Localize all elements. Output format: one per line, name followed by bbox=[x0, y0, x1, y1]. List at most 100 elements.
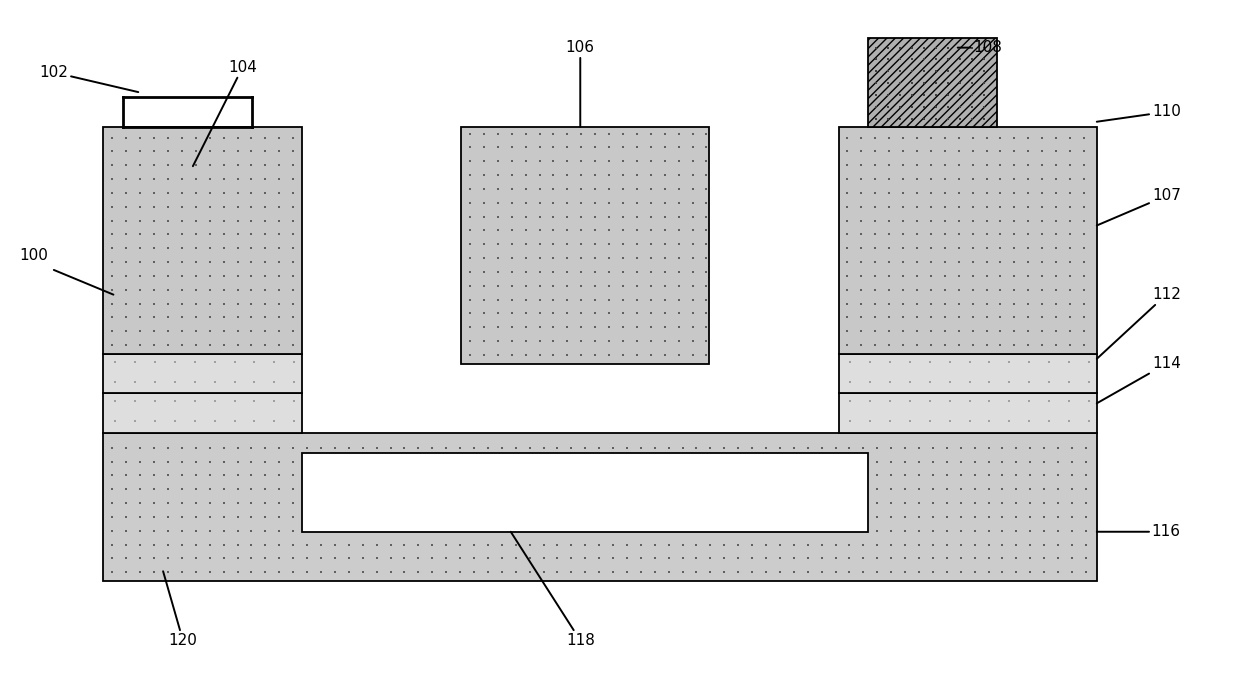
Point bbox=[394, 470, 414, 481]
Point bbox=[728, 567, 748, 578]
Point bbox=[200, 312, 219, 323]
Point bbox=[339, 567, 358, 578]
Point bbox=[117, 539, 136, 550]
Point bbox=[585, 225, 605, 236]
Point bbox=[585, 266, 605, 278]
Point bbox=[117, 187, 136, 198]
Point bbox=[839, 553, 859, 564]
Point bbox=[900, 416, 920, 427]
Point bbox=[668, 253, 688, 264]
Point bbox=[973, 78, 993, 89]
Point bbox=[949, 187, 968, 198]
Point bbox=[103, 132, 123, 143]
Point bbox=[867, 498, 887, 509]
Point bbox=[655, 322, 675, 333]
Point bbox=[655, 335, 675, 346]
Point bbox=[269, 270, 289, 281]
Point bbox=[543, 335, 563, 346]
Point bbox=[866, 146, 885, 157]
Point bbox=[186, 325, 206, 337]
Point bbox=[572, 322, 591, 333]
Point bbox=[890, 66, 910, 77]
Point bbox=[797, 553, 817, 564]
Point bbox=[1039, 376, 1059, 387]
Point bbox=[701, 567, 720, 578]
Point bbox=[890, 90, 910, 101]
Point bbox=[283, 257, 303, 268]
Point bbox=[895, 539, 915, 550]
Point bbox=[1007, 442, 1027, 453]
Point bbox=[269, 567, 289, 578]
Point bbox=[242, 325, 262, 337]
Point bbox=[1007, 470, 1027, 481]
Point bbox=[474, 225, 494, 236]
Point bbox=[1047, 229, 1066, 240]
Point bbox=[991, 187, 1011, 198]
Point bbox=[1048, 539, 1068, 550]
Point bbox=[603, 498, 622, 509]
Point bbox=[255, 498, 275, 509]
Point bbox=[436, 511, 456, 523]
Point bbox=[882, 484, 901, 495]
Point bbox=[200, 470, 219, 481]
Point bbox=[950, 78, 970, 89]
Text: 100: 100 bbox=[20, 248, 48, 262]
Point bbox=[130, 442, 150, 453]
Point bbox=[325, 498, 345, 509]
Point bbox=[172, 470, 192, 481]
Point bbox=[502, 169, 522, 180]
Point bbox=[575, 525, 595, 536]
Point bbox=[655, 280, 675, 291]
Point bbox=[687, 456, 707, 467]
Point bbox=[103, 201, 123, 212]
Point bbox=[978, 484, 998, 495]
Point bbox=[558, 294, 578, 305]
Point bbox=[200, 160, 219, 171]
Point bbox=[575, 470, 595, 481]
Point bbox=[242, 484, 262, 495]
Point bbox=[255, 325, 275, 337]
Point bbox=[159, 511, 179, 523]
Point bbox=[367, 484, 387, 495]
Point bbox=[185, 376, 205, 387]
Point bbox=[487, 308, 507, 319]
Point bbox=[213, 132, 233, 143]
Point bbox=[423, 484, 443, 495]
Point bbox=[861, 396, 880, 407]
Point bbox=[589, 470, 609, 481]
Point bbox=[978, 511, 998, 523]
Point bbox=[506, 511, 526, 523]
Point bbox=[965, 511, 985, 523]
Point bbox=[977, 215, 997, 226]
Point bbox=[867, 525, 887, 536]
Point bbox=[533, 567, 553, 578]
Bar bbox=[103, 393, 303, 433]
Point bbox=[228, 525, 248, 536]
Point bbox=[242, 525, 262, 536]
Point bbox=[770, 470, 790, 481]
Point bbox=[130, 215, 150, 226]
Point bbox=[714, 484, 734, 495]
Point bbox=[144, 539, 164, 550]
Point bbox=[977, 270, 997, 281]
Point bbox=[837, 146, 857, 157]
Point bbox=[935, 243, 955, 254]
Point bbox=[477, 498, 497, 509]
Point bbox=[921, 298, 941, 309]
Point bbox=[242, 312, 262, 323]
Point bbox=[949, 312, 968, 323]
Point bbox=[658, 456, 678, 467]
Point bbox=[103, 284, 123, 295]
Point bbox=[450, 456, 470, 467]
Point bbox=[144, 567, 164, 578]
Point bbox=[172, 312, 192, 323]
Point bbox=[464, 539, 484, 550]
Point bbox=[477, 470, 497, 481]
Point bbox=[1061, 525, 1081, 536]
Point bbox=[627, 308, 647, 319]
Point bbox=[728, 553, 748, 564]
Point bbox=[1034, 525, 1054, 536]
Point bbox=[506, 442, 526, 453]
Point bbox=[1018, 160, 1038, 171]
Point bbox=[965, 442, 985, 453]
